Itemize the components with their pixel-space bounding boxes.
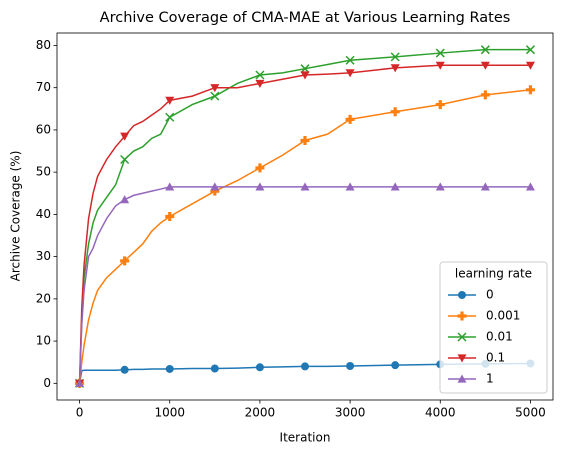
marker <box>390 64 400 73</box>
legend-marker <box>457 354 467 363</box>
marker <box>435 182 445 191</box>
legend-label: 0.001 <box>486 309 520 323</box>
legend-label: 0 <box>486 288 494 302</box>
marker <box>300 135 310 145</box>
marker <box>210 364 219 373</box>
marker <box>390 52 400 62</box>
legend: learning rate 0 0.001 0.01 0.1 1 <box>439 261 548 394</box>
marker <box>300 71 310 80</box>
marker <box>165 212 175 221</box>
marker <box>435 61 445 70</box>
series-line <box>78 48 531 384</box>
y-axis-label: Archive Coverage (%) <box>9 151 23 282</box>
plot-frame <box>56 32 554 401</box>
legend-marker <box>458 291 466 299</box>
legend-label: 0.1 <box>486 351 505 365</box>
marker <box>435 48 445 58</box>
legend-marker <box>457 332 467 342</box>
marker <box>345 55 355 65</box>
marker <box>255 79 265 88</box>
y-tick-label: 0 <box>43 376 51 390</box>
marker <box>301 362 309 371</box>
y-tick-label: 40 <box>36 207 51 221</box>
y-tick-label: 50 <box>36 165 51 179</box>
marker <box>346 362 355 371</box>
x-tick-label: 3000 <box>335 406 366 420</box>
marker <box>120 256 130 266</box>
marker <box>210 84 220 93</box>
marker <box>165 182 175 191</box>
marker <box>525 45 535 55</box>
x-tick-label: 0 <box>76 406 84 420</box>
y-tick-label: 60 <box>36 122 51 136</box>
marker <box>255 182 265 191</box>
marker <box>480 61 490 70</box>
marker <box>255 70 265 80</box>
legend-label: 1 <box>486 372 494 386</box>
marker <box>435 100 445 110</box>
series-line <box>78 186 531 384</box>
marker <box>120 195 130 204</box>
marker <box>300 64 310 74</box>
marker <box>255 163 265 173</box>
marker <box>255 363 264 372</box>
marker <box>390 107 400 117</box>
marker <box>165 112 175 122</box>
marker <box>210 182 220 191</box>
marker <box>345 182 355 191</box>
y-tick-label: 20 <box>36 291 51 305</box>
marker <box>525 85 535 95</box>
marker <box>480 45 490 55</box>
marker <box>525 61 535 70</box>
series-line <box>78 64 531 384</box>
marker <box>525 182 535 191</box>
chart-title: Archive Coverage of CMA-MAE at Various L… <box>100 10 511 26</box>
marker <box>165 364 174 373</box>
x-tick-label: 4000 <box>425 406 456 420</box>
series-line <box>78 89 531 384</box>
marker <box>210 91 220 101</box>
marker <box>480 90 490 100</box>
marker <box>480 182 490 191</box>
x-tick-label: 5000 <box>515 406 546 420</box>
y-tick-label: 80 <box>36 38 51 52</box>
marker <box>345 114 355 124</box>
marker <box>120 154 130 165</box>
legend-label: 0.01 <box>486 330 513 344</box>
marker <box>390 182 400 191</box>
legend-marker <box>457 374 467 383</box>
y-tick-label: 10 <box>36 334 51 348</box>
marker <box>120 132 130 141</box>
marker <box>210 186 220 196</box>
marker <box>391 361 400 370</box>
y-tick-label: 70 <box>36 80 51 94</box>
marker <box>165 96 175 105</box>
legend-title: learning rate <box>455 267 532 281</box>
marker <box>300 182 310 191</box>
legend-marker <box>457 311 467 321</box>
marker <box>120 365 129 374</box>
y-tick-label: 30 <box>36 249 51 263</box>
x-tick-label: 1000 <box>154 406 185 420</box>
x-tick-label: 2000 <box>245 406 276 420</box>
marker <box>345 69 355 78</box>
marker <box>75 378 85 387</box>
x-axis-label: Iteration <box>280 431 331 445</box>
